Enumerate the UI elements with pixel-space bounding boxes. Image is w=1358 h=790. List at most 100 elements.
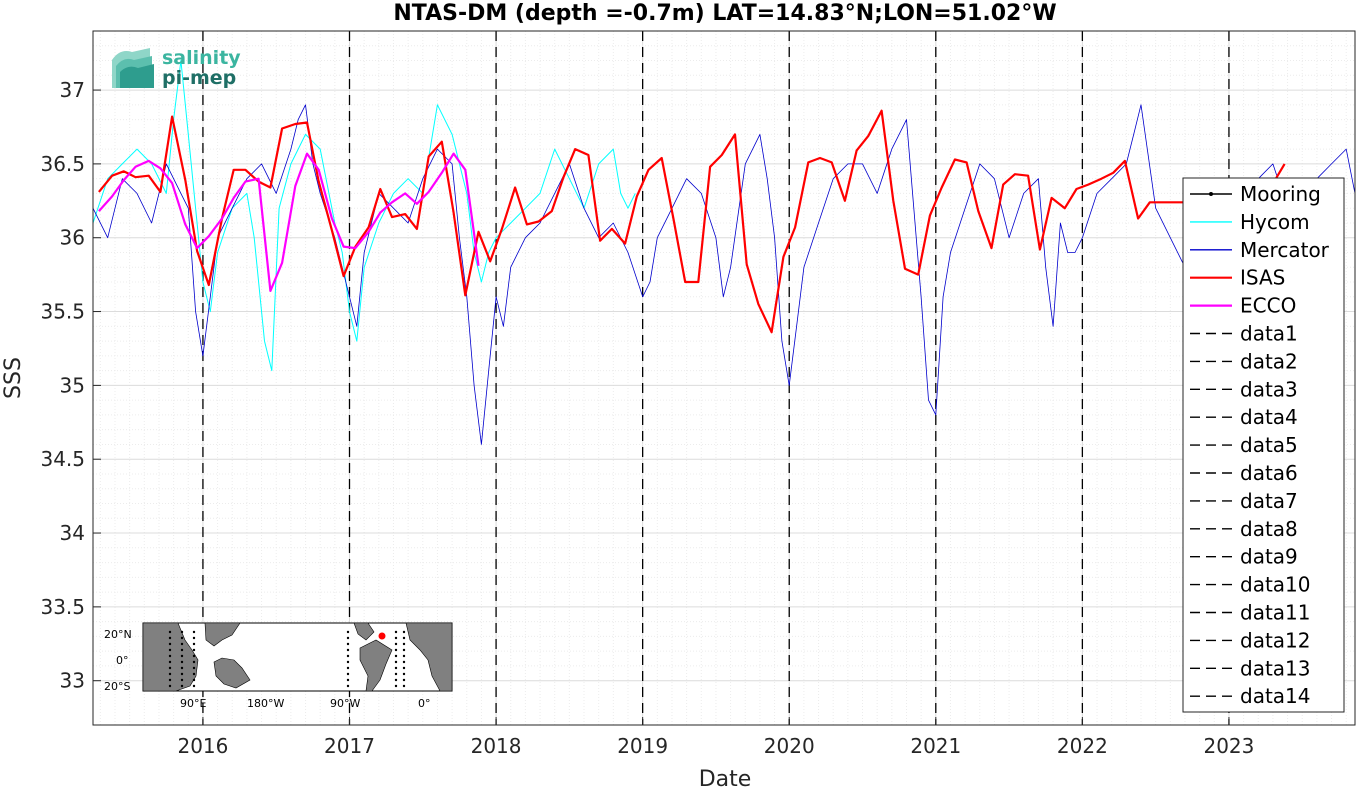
- inset-buoy-dot: [180, 648, 184, 652]
- x-axis-title: Date: [699, 767, 752, 790]
- legend-label: data10: [1240, 573, 1311, 597]
- legend-entry-data4: data4: [1190, 405, 1298, 429]
- legend-entry-data11: data11: [1190, 601, 1311, 625]
- legend-entry-data14: data14: [1190, 684, 1311, 708]
- inset-buoy-dot: [402, 660, 406, 664]
- inset-buoy-dot: [402, 648, 406, 652]
- legend-label: data11: [1240, 601, 1311, 625]
- inset-buoy-dot: [346, 666, 350, 670]
- legend-label: data6: [1240, 461, 1298, 485]
- y-tick-label: 35: [60, 373, 85, 397]
- y-axis-title: SSS: [1, 357, 26, 399]
- inset-buoy-dot: [192, 636, 196, 640]
- inset-buoy-dot: [180, 678, 184, 682]
- inset-buoy-dot: [192, 678, 196, 682]
- inset-buoy-dot: [180, 666, 184, 670]
- inset-buoy-dot: [168, 666, 172, 670]
- legend-entry-ecco: ECCO: [1190, 294, 1296, 318]
- legend-entry-data9: data9: [1190, 545, 1298, 569]
- inset-lon-label-180w: 180°W: [247, 697, 284, 710]
- logo-text-line2: pi-mep: [162, 67, 236, 89]
- inset-buoy-dot: [346, 672, 350, 676]
- inset-buoy-dot: [168, 684, 172, 688]
- inset-buoy-dot: [394, 672, 398, 676]
- x-tick-label: 2022: [1057, 734, 1108, 758]
- inset-lat-label-equator: 0°: [116, 654, 129, 667]
- x-axis-ticks: 2016 2017 2018 2019 2020 2021 2022 2023: [177, 717, 1254, 758]
- inset-buoy-dot: [180, 660, 184, 664]
- legend-label: ISAS: [1240, 266, 1285, 290]
- mooring-location-marker: [378, 632, 386, 640]
- inset-lat-label-south: 20°S: [104, 680, 130, 693]
- inset-buoy-dot: [168, 642, 172, 646]
- y-tick-label: 36.5: [40, 152, 85, 176]
- legend-label: data3: [1240, 377, 1298, 401]
- inset-buoy-dot: [394, 642, 398, 646]
- inset-buoy-dot: [168, 672, 172, 676]
- legend-entry-mercator: Mercator: [1190, 238, 1330, 262]
- legend-label: data9: [1240, 545, 1298, 569]
- inset-buoy-dot: [402, 630, 406, 634]
- inset-lat-label-north: 20°N: [104, 628, 132, 641]
- legend-label: ECCO: [1240, 294, 1296, 318]
- inset-buoy-dot: [168, 660, 172, 664]
- inset-buoy-dot: [168, 654, 172, 658]
- legend-entry-data10: data10: [1190, 573, 1311, 597]
- inset-buoy-dot: [346, 630, 350, 634]
- y-tick-label: 34.5: [40, 447, 85, 471]
- inset-buoy-dot: [180, 630, 184, 634]
- series-ecco-line: [98, 152, 480, 292]
- inset-buoy-dot: [192, 648, 196, 652]
- legend-entry-data8: data8: [1190, 517, 1298, 541]
- inset-buoy-dot: [346, 684, 350, 688]
- legend-entry-data5: data5: [1190, 433, 1298, 457]
- year-marker-lines: [202, 31, 1230, 725]
- y-tick-label: 37: [60, 78, 85, 102]
- wave-logo-icon: [112, 48, 154, 88]
- inset-buoy-dot: [346, 678, 350, 682]
- x-tick-label: 2016: [177, 734, 228, 758]
- legend-label: data12: [1240, 628, 1311, 652]
- inset-location-map: 20°N 0° 20°S 90°E 180°W 90°W 0°: [104, 622, 453, 710]
- inset-buoy-dot: [402, 636, 406, 640]
- x-tick-label: 2018: [471, 734, 522, 758]
- plot-frame: [92, 30, 1356, 726]
- inset-lon-label-90w: 90°W: [330, 697, 360, 710]
- y-tick-label: 33.5: [40, 595, 85, 619]
- inset-buoy-dot: [180, 684, 184, 688]
- legend-label: data5: [1240, 433, 1298, 457]
- series-mercator-line: [92, 104, 1356, 445]
- inset-buoy-dot: [394, 648, 398, 652]
- legend-label: data13: [1240, 656, 1311, 680]
- legend-label: data14: [1240, 684, 1311, 708]
- series-isas-line: [98, 109, 1286, 334]
- inset-buoy-dot: [394, 678, 398, 682]
- inset-buoy-dot: [180, 672, 184, 676]
- inset-buoy-dot: [346, 642, 350, 646]
- inset-buoy-dot: [192, 654, 196, 658]
- legend-label: Mercator: [1240, 238, 1330, 262]
- inset-buoy-dot: [168, 678, 172, 682]
- inset-buoy-dot: [180, 654, 184, 658]
- inset-buoy-dot: [180, 636, 184, 640]
- x-tick-label: 2020: [764, 734, 815, 758]
- inset-buoy-dot: [192, 666, 196, 670]
- inset-buoy-dot: [346, 636, 350, 640]
- legend-swatch-dot: [1209, 192, 1213, 196]
- inset-buoy-dot: [346, 648, 350, 652]
- legend-entry-data6: data6: [1190, 461, 1298, 485]
- legend-label: Hycom: [1240, 210, 1310, 234]
- legend-label: data7: [1240, 489, 1298, 513]
- legend-label: data8: [1240, 517, 1298, 541]
- legend-label: data1: [1240, 322, 1298, 346]
- logo-text-line1: salinity: [162, 47, 241, 69]
- y-axis-ticks: 33 33.5 34 34.5 35 35.5 36 36.5 37: [40, 78, 101, 693]
- salinity-pi-mep-logo: salinity pi-mep: [112, 47, 241, 89]
- legend-entry-isas: ISAS: [1190, 266, 1285, 290]
- inset-buoy-dot: [394, 654, 398, 658]
- chart-title: NTAS-DM (depth =-0.7m) LAT=14.83°N;LON=5…: [393, 1, 1056, 26]
- x-tick-label: 2021: [910, 734, 961, 758]
- inset-buoy-dot: [192, 642, 196, 646]
